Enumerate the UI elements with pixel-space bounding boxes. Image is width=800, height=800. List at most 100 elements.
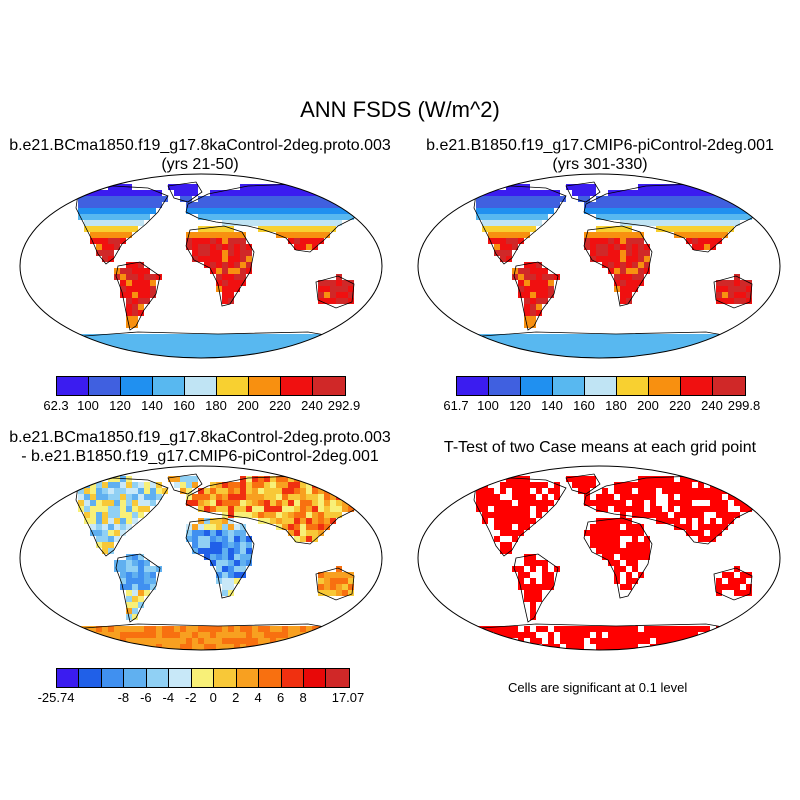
colorbar-swatch	[553, 377, 585, 395]
colorbar-tick-label: -8	[117, 690, 130, 705]
colorbar-tick-label: -4	[162, 690, 175, 705]
colorbar-swatch	[214, 669, 237, 687]
colorbar-tick-label: 292.9	[327, 398, 361, 413]
colorbar-swatch	[249, 377, 281, 395]
colorbar-tick-label: 160	[573, 398, 595, 413]
colorbar-swatch	[281, 377, 313, 395]
panel1-title: b.e21.BCma1850.f19_g17.8kaControl-2deg.p…	[0, 136, 400, 174]
colorbar-tick-label: 0	[209, 690, 217, 705]
panel4-map	[417, 465, 781, 651]
coastline-australia	[315, 275, 355, 309]
coastline-north-america	[473, 185, 567, 265]
colorbar-swatch	[146, 669, 170, 687]
panel4-title-line1: T-Test of two Case means at each grid po…	[443, 439, 757, 456]
panel3-colorbar	[56, 668, 350, 688]
colorbar-swatch	[313, 377, 345, 395]
colorbar-tick-label: 140	[141, 398, 163, 413]
colorbar-swatch	[185, 377, 217, 395]
colorbar-tick-label: 180	[605, 398, 627, 413]
colorbar-tick-label: 240	[701, 398, 723, 413]
colorbar-tick-label: 61.7	[443, 398, 469, 413]
colorbar-swatch	[281, 669, 304, 687]
colorbar-swatch	[89, 377, 121, 395]
colorbar-tick-label: 100	[77, 398, 99, 413]
colorbar-tick-label: 140	[541, 398, 563, 413]
colorbar-swatch	[101, 669, 125, 687]
panel2-map	[417, 173, 781, 359]
colorbar-swatch	[191, 669, 215, 687]
colorbar-swatch	[153, 377, 185, 395]
coastline-south-america	[513, 261, 559, 331]
colorbar-swatch	[649, 377, 681, 395]
coastline-north-america	[473, 477, 567, 557]
colorbar-tick-label: 100	[477, 398, 499, 413]
map-border	[19, 465, 383, 651]
colorbar-tick-label: 299.8	[727, 398, 761, 413]
coastline-africa	[185, 225, 255, 307]
panel2-title: b.e21.B1850.f19_g17.CMIP6-piControl-2deg…	[400, 136, 800, 174]
panel4-title: T-Test of two Case means at each grid po…	[400, 438, 800, 457]
colorbar-tick-label: 2	[232, 690, 240, 705]
colorbar-tick-label: 200	[637, 398, 659, 413]
map-cells	[66, 476, 366, 650]
colorbar-tick-label: 240	[301, 398, 323, 413]
coastline-australia	[713, 567, 753, 601]
panel1-title-line1: b.e21.BCma1850.f19_g17.8kaControl-2deg.p…	[9, 137, 391, 154]
coastline-south-america	[513, 553, 559, 623]
panel3-colorbar-labels: -25.74 -8 -6 -4 -2 0 2 4 6 8 17.07	[38, 690, 365, 706]
colorbar-swatch	[124, 669, 147, 687]
colorbar-swatch	[713, 377, 745, 395]
colorbar-tick-label: 160	[173, 398, 195, 413]
colorbar-swatch	[457, 377, 489, 395]
colorbar-swatch	[236, 669, 260, 687]
coastline-greenland	[565, 181, 601, 203]
map-cells	[464, 476, 758, 650]
colorbar-tick-label: -6	[140, 690, 152, 705]
colorbar-tick-label: 6	[276, 690, 285, 705]
map-border	[417, 173, 781, 359]
coastline-north-america	[75, 185, 169, 265]
coastline-africa	[583, 517, 653, 599]
panel1-colorbar-labels: 62.3 100 120 140 160 180 200 220 240 292.9	[43, 398, 360, 414]
colorbar-tick-label: 62.3	[43, 398, 69, 413]
colorbar-swatch	[57, 669, 80, 687]
colorbar-tick-label: 17.07	[331, 690, 365, 705]
panel3-title: b.e21.BCma1850.f19_g17.8kaControl-2deg.p…	[0, 428, 400, 466]
coastline-north-america	[75, 477, 169, 557]
colorbar-swatch	[585, 377, 617, 395]
panel3-title-line2: - b.e21.B1850.f19_g17.CMIP6-piControl-2d…	[21, 448, 379, 465]
coastline-south-america	[115, 261, 161, 331]
map-border	[19, 173, 383, 359]
colorbar-tick-label: 120	[109, 398, 131, 413]
colorbar-swatch	[169, 669, 192, 687]
colorbar-tick-label: 180	[205, 398, 227, 413]
colorbar-swatch	[217, 377, 249, 395]
panel1-colorbar	[56, 376, 346, 396]
colorbar-tick-label: 200	[237, 398, 259, 413]
panel3-map	[19, 465, 383, 651]
coastline-greenland	[167, 473, 203, 495]
colorbar-swatch	[681, 377, 713, 395]
panel2-colorbar-labels: 61.7 100 120 140 160 180 200 220 240 299.8	[443, 398, 760, 414]
colorbar-tick-label: 220	[669, 398, 691, 413]
coastline-australia	[713, 275, 753, 309]
colorbar-swatch	[121, 377, 153, 395]
map-border	[417, 465, 781, 651]
colorbar-swatch	[521, 377, 553, 395]
colorbar-swatch	[326, 669, 349, 687]
colorbar-swatch	[489, 377, 521, 395]
panel1-map	[19, 173, 383, 359]
figure-title: ANN FSDS (W/m^2)	[300, 97, 500, 122]
coastline-south-america	[115, 553, 161, 623]
coastline-greenland	[167, 181, 203, 203]
panel2-colorbar	[456, 376, 746, 396]
map-cells	[66, 184, 366, 358]
significance-note: Cells are significant at 0.1 level	[508, 680, 688, 695]
colorbar-swatch	[303, 669, 327, 687]
colorbar-tick-label: 220	[269, 398, 291, 413]
colorbar-swatch	[259, 669, 282, 687]
coastline-greenland	[565, 473, 601, 495]
colorbar-tick-label: 120	[509, 398, 531, 413]
colorbar-tick-label: -25.74	[37, 690, 75, 705]
colorbar-tick-label: 8	[299, 690, 307, 705]
